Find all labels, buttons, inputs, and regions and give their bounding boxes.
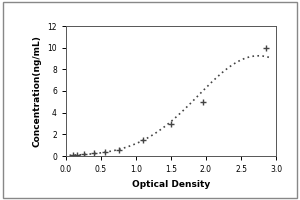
X-axis label: Optical Density: Optical Density: [132, 180, 210, 189]
Y-axis label: Concentration(ng/mL): Concentration(ng/mL): [33, 35, 42, 147]
